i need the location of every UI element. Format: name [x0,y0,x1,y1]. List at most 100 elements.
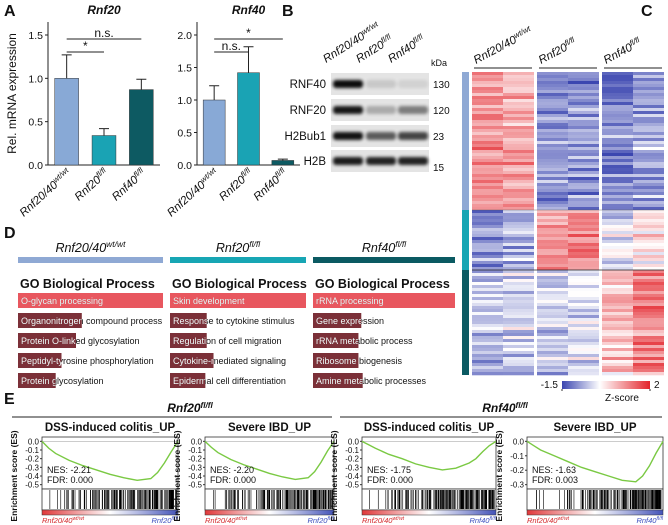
heatmap-cell [633,126,664,130]
heatmap-cell [537,135,568,139]
heatmap-cell [537,285,568,289]
heatmap-cell [633,225,664,229]
colorbar-tick-label: -1.5 [541,380,559,391]
y-tick-label: -0.2 [345,455,359,464]
heatmap-cell [633,186,664,190]
heatmap-cell [602,342,633,346]
panel-letter: D [4,225,16,242]
heatmap-cell [503,294,534,298]
heatmap-cell [537,96,568,100]
row-label: RNF20 [290,105,326,117]
heatmap-cell [537,228,568,232]
heatmap-cell [633,240,664,244]
y-tick-label: 0.0 [28,160,43,172]
group-title-sup: fl/fl [516,401,529,410]
heatmap-cell [537,189,568,193]
heatmap-cell [602,102,633,106]
heatmap-cell [537,150,568,154]
rank-left-label-text: Rnf20/40 [205,516,236,525]
go-term-inbar: O-glycan processing [21,296,103,306]
heatmap-cell [602,300,633,304]
kda-value: 23 [433,132,445,143]
heatmap-cell [568,342,599,346]
heatmap-cell [568,93,599,97]
stats-label: NES: -1.63 [532,465,576,475]
heatmap-cell [472,123,503,127]
heatmap-cell [568,126,599,130]
heatmap-cell [602,156,633,160]
heatmap-cell [503,339,534,343]
heatmap-cell [537,306,568,310]
heatmap-cell [472,72,503,76]
heatmap-cell [537,309,568,313]
heatmap-cell [602,264,633,268]
heatmap-cell [568,363,599,367]
go-term: Ribosome biogenesis [316,356,403,366]
heatmap-cell [537,255,568,259]
heatmap-cell [568,84,599,88]
heatmap-cell [633,96,664,100]
heatmap-cell [472,285,503,289]
heatmap-cell [568,267,599,271]
heatmap-cell [602,276,633,280]
x-tick-label: Rnf20/40wt/wt [164,165,222,219]
heatmap-cell [503,327,534,331]
heatmap-cell [503,207,534,211]
heatmap-cell [602,351,633,355]
heatmap-cell [633,312,664,316]
go-header-strip [18,257,163,263]
error-bar [277,158,288,161]
heatmap-cell [472,234,503,238]
panel-letter: E [4,391,15,408]
lane-label: Rnf40fl/fl [385,32,427,66]
stats-label: FDR: 0.000 [210,475,256,485]
heatmap-cell [568,366,599,370]
heatmap-cell [503,183,534,187]
heatmap-cell [633,345,664,349]
heatmap-cell [633,204,664,208]
x-tick-label: Rnf40fl/fl [108,165,148,203]
y-tick-label: 1.5 [28,30,43,42]
error-bar [61,54,72,79]
heatmap-cell [537,363,568,367]
x-tick-label: Rnf20fl/fl [216,165,256,203]
heatmap-cell [537,270,568,274]
heatmap-cell [633,78,664,82]
heatmap-cell [633,237,664,241]
heatmap-cell [503,126,534,130]
rank-right-label-text: Rnf40 [469,516,490,525]
heatmap-cell [537,219,568,223]
heatmap-cell [568,168,599,172]
heatmap-cell [537,240,568,244]
heatmap-cell [537,216,568,220]
panel-letter: B [282,3,294,20]
heatmap-cell [633,354,664,358]
heatmap-cell [602,162,633,166]
heatmap-cell [537,252,568,256]
bar [271,160,295,166]
heatmap-cell [568,360,599,364]
heatmap-cell [503,195,534,199]
blot-band [333,132,363,140]
heatmap-cell [472,333,503,337]
heatmap-cell [633,282,664,286]
heatmap-cell [568,213,599,217]
heatmap-cell [537,351,568,355]
heatmap-cell [503,330,534,334]
heatmap-cell [633,273,664,277]
heatmap-cell [602,297,633,301]
heatmap-cell [503,213,534,217]
heatmap-cell [568,123,599,127]
go-header-sup: fl/fl [395,239,407,249]
heatmap-cell [602,267,633,271]
heatmap-cell [503,231,534,235]
heatmap-cell [633,324,664,328]
heatmap-cell [503,144,534,148]
heatmap-cell [537,90,568,94]
heatmap-cell [602,99,633,103]
heatmap-cell [503,90,534,94]
heatmap-cell [602,87,633,91]
heatmap-cell [568,162,599,166]
heatmap-cell [633,210,664,214]
heatmap-cell [472,129,503,133]
